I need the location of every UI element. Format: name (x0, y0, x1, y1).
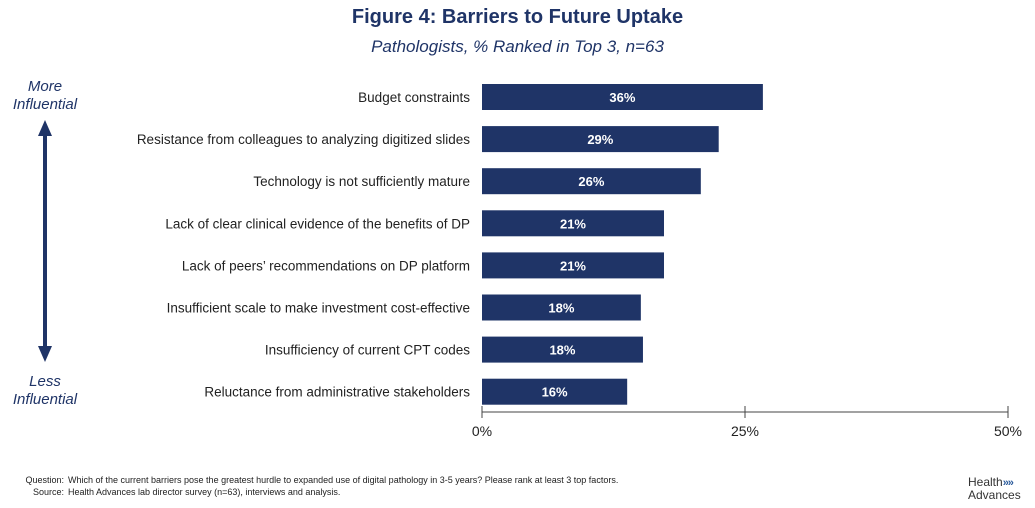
source-text: Health Advances lab director survey (n=6… (68, 487, 341, 497)
x-tick-label-2: 50% (994, 423, 1022, 439)
bar-data-label-4: 21% (560, 258, 586, 273)
category-label-3: Lack of clear clinical evidence of the b… (165, 216, 470, 231)
bar-data-label-6: 18% (549, 343, 575, 358)
bar-data-label-0: 36% (609, 90, 635, 105)
bar-4 (482, 252, 664, 279)
source-label: Source: (32, 487, 64, 497)
category-label-6: Insufficiency of current CPT codes (265, 343, 470, 358)
bar-data-label-2: 26% (578, 174, 604, 189)
category-label-1: Resistance from colleagues to analyzing … (137, 132, 470, 147)
health-advances-logo: Health»» Advances (968, 475, 1021, 502)
less-influential-label: Less Influential (12, 373, 78, 408)
bar-2 (482, 168, 701, 195)
bar-data-label-1: 29% (587, 132, 613, 147)
category-label-5: Insufficient scale to make investment co… (167, 301, 470, 316)
x-tick-label-0: 0% (472, 423, 492, 439)
category-label-7: Reluctance from administrative stakehold… (204, 385, 470, 400)
bar-0 (482, 84, 763, 110)
bar-3 (482, 210, 664, 237)
chart-subtitle: Pathologists, % Ranked in Top 3, n=63 (371, 37, 664, 56)
category-label-2: Technology is not sufficiently mature (253, 174, 470, 189)
more-influential-label: More Influential (12, 78, 78, 113)
bar-data-label-3: 21% (560, 216, 586, 231)
chart-title: Figure 4: Barriers to Future Uptake (351, 6, 684, 28)
category-label-4: Lack of peers’ recommendations on DP pla… (182, 258, 470, 273)
bar-data-label-5: 18% (548, 301, 574, 316)
bar-7 (482, 378, 628, 405)
bar-data-label-7: 16% (542, 385, 568, 400)
bar-chart: 36% Budget constraints 29% Resistance from … (38, 84, 1022, 439)
bar-1 (482, 126, 719, 153)
logo-arrows-icon: »» (1002, 477, 1014, 489)
category-label-0: Budget constraints (358, 90, 470, 105)
x-tick-label-1: 25% (731, 423, 759, 439)
bar-6 (482, 336, 643, 363)
bar-5 (482, 294, 641, 321)
question-label: Question: (25, 475, 64, 485)
question-text: Which of the current barriers pose the g… (68, 475, 619, 485)
influence-double-arrow (38, 120, 52, 362)
footnote: Question: Which of the current barriers … (12, 474, 618, 498)
